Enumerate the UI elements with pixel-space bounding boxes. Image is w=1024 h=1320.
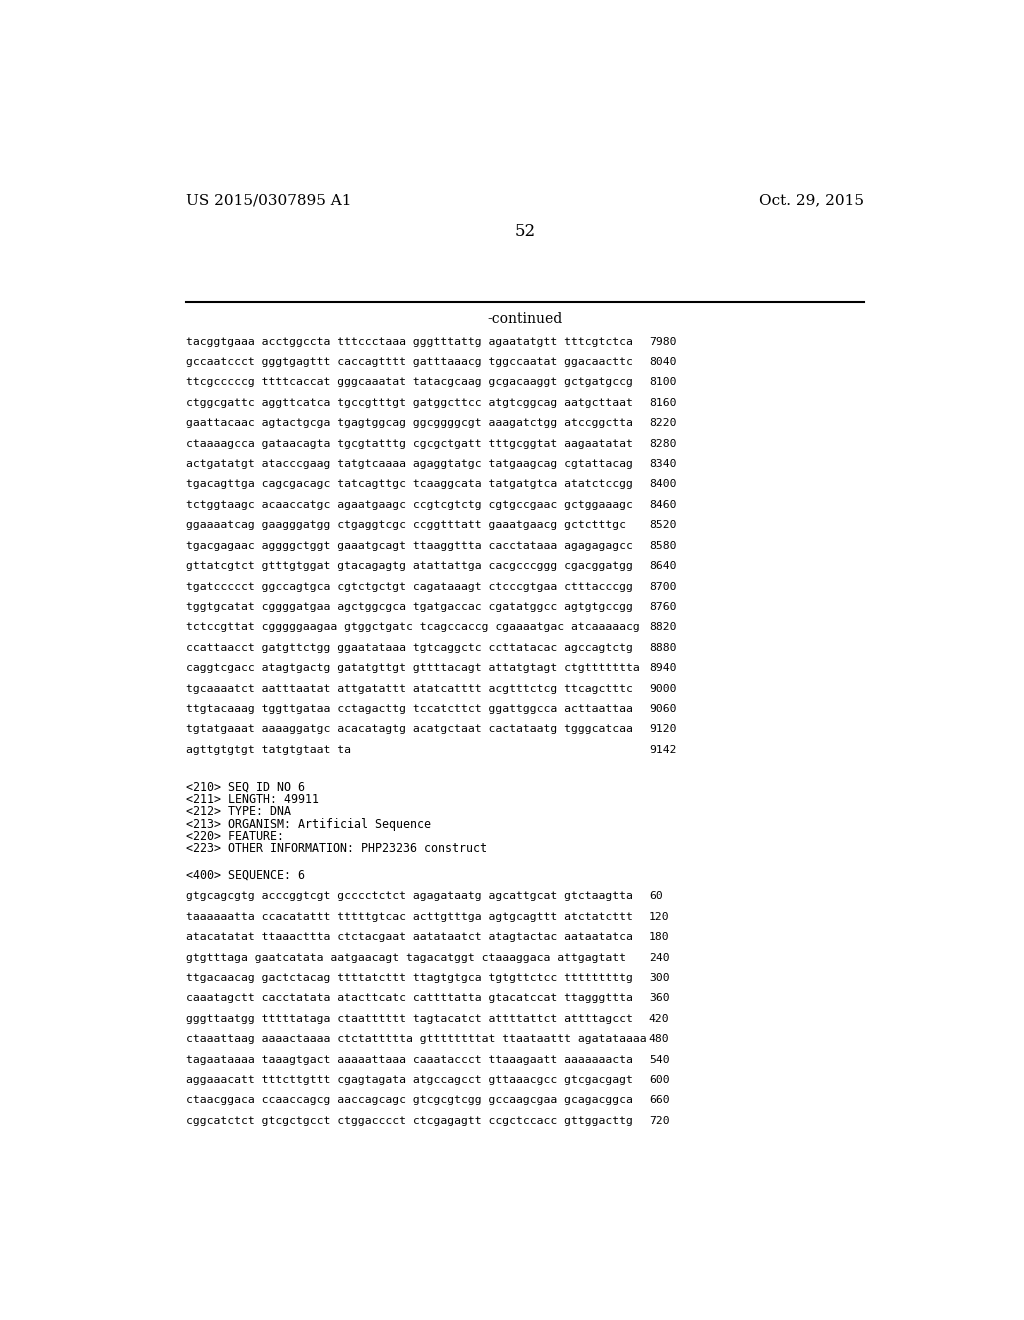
Text: 300: 300 bbox=[649, 973, 670, 983]
Text: 8280: 8280 bbox=[649, 438, 676, 449]
Text: ccattaacct gatgttctgg ggaatataaa tgtcaggctc ccttatacac agccagtctg: ccattaacct gatgttctgg ggaatataaa tgtcagg… bbox=[186, 643, 633, 652]
Text: 8820: 8820 bbox=[649, 622, 676, 632]
Text: 240: 240 bbox=[649, 953, 670, 962]
Text: ttgtacaaag tggttgataa cctagacttg tccatcttct ggattggcca acttaattaa: ttgtacaaag tggttgataa cctagacttg tccatct… bbox=[186, 704, 633, 714]
Text: -continued: -continued bbox=[487, 312, 562, 326]
Text: 8400: 8400 bbox=[649, 479, 676, 490]
Text: 120: 120 bbox=[649, 912, 670, 921]
Text: tgcaaaatct aatttaatat attgatattt atatcatttt acgtttctcg ttcagctttc: tgcaaaatct aatttaatat attgatattt atatcat… bbox=[186, 684, 633, 693]
Text: 8760: 8760 bbox=[649, 602, 676, 612]
Text: 8460: 8460 bbox=[649, 500, 676, 510]
Text: caaatagctt cacctatata atacttcatc cattttatta gtacatccat ttagggttta: caaatagctt cacctatata atacttcatc catttta… bbox=[186, 994, 633, 1003]
Text: tgacgagaac aggggctggt gaaatgcagt ttaaggttta cacctataaa agagagagcc: tgacgagaac aggggctggt gaaatgcagt ttaaggt… bbox=[186, 541, 633, 550]
Text: tctccgttat cgggggaagaa gtggctgatc tcagccaccg cgaaaatgac atcaaaaacg: tctccgttat cgggggaagaa gtggctgatc tcagcc… bbox=[186, 622, 640, 632]
Text: ctaaattaag aaaactaaaa ctctattttta gttttttttat ttaataattt agatataaaa: ctaaattaag aaaactaaaa ctctattttta gttttt… bbox=[186, 1035, 647, 1044]
Text: 8100: 8100 bbox=[649, 378, 676, 388]
Text: 60: 60 bbox=[649, 891, 663, 902]
Text: 9120: 9120 bbox=[649, 725, 676, 734]
Text: cggcatctct gtcgctgcct ctggacccct ctcgagagtt ccgctccacc gttggacttg: cggcatctct gtcgctgcct ctggacccct ctcgaga… bbox=[186, 1115, 633, 1126]
Text: ctggcgattc aggttcatca tgccgtttgt gatggcttcc atgtcggcag aatgcttaat: ctggcgattc aggttcatca tgccgtttgt gatggct… bbox=[186, 397, 633, 408]
Text: 8040: 8040 bbox=[649, 358, 676, 367]
Text: tctggtaagc acaaccatgc agaatgaagc ccgtcgtctg cgtgccgaac gctggaaagc: tctggtaagc acaaccatgc agaatgaagc ccgtcgt… bbox=[186, 500, 633, 510]
Text: 8220: 8220 bbox=[649, 418, 676, 428]
Text: <223> OTHER INFORMATION: PHP23236 construct: <223> OTHER INFORMATION: PHP23236 constr… bbox=[186, 842, 487, 855]
Text: taaaaaatta ccacatattt tttttgtcac acttgtttga agtgcagttt atctatcttt: taaaaaatta ccacatattt tttttgtcac acttgtt… bbox=[186, 912, 633, 921]
Text: 9142: 9142 bbox=[649, 744, 676, 755]
Text: actgatatgt atacccgaag tatgtcaaaa agaggtatgc tatgaagcag cgtattacag: actgatatgt atacccgaag tatgtcaaaa agaggta… bbox=[186, 459, 633, 469]
Text: tgacagttga cagcgacagc tatcagttgc tcaaggcata tatgatgtca atatctccgg: tgacagttga cagcgacagc tatcagttgc tcaaggc… bbox=[186, 479, 633, 490]
Text: <212> TYPE: DNA: <212> TYPE: DNA bbox=[186, 805, 291, 818]
Text: tagaataaaa taaagtgact aaaaattaaa caaataccct ttaaagaatt aaaaaaacta: tagaataaaa taaagtgact aaaaattaaa caaatac… bbox=[186, 1055, 633, 1065]
Text: 52: 52 bbox=[514, 223, 536, 240]
Text: ctaacggaca ccaaccagcg aaccagcagc gtcgcgtcgg gccaagcgaa gcagacggca: ctaacggaca ccaaccagcg aaccagcagc gtcgcgt… bbox=[186, 1096, 633, 1105]
Text: ggaaaatcag gaagggatgg ctgaggtcgc ccggtttatt gaaatgaacg gctctttgc: ggaaaatcag gaagggatgg ctgaggtcgc ccggttt… bbox=[186, 520, 626, 531]
Text: 9000: 9000 bbox=[649, 684, 676, 693]
Text: gggttaatgg tttttataga ctaatttttt tagtacatct attttattct attttagcct: gggttaatgg tttttataga ctaatttttt tagtaca… bbox=[186, 1014, 633, 1024]
Text: gaattacaac agtactgcga tgagtggcag ggcggggcgt aaagatctgg atccggctta: gaattacaac agtactgcga tgagtggcag ggcgggg… bbox=[186, 418, 633, 428]
Text: agttgtgtgt tatgtgtaat ta: agttgtgtgt tatgtgtaat ta bbox=[186, 744, 351, 755]
Text: US 2015/0307895 A1: US 2015/0307895 A1 bbox=[186, 194, 351, 207]
Text: 8160: 8160 bbox=[649, 397, 676, 408]
Text: tacggtgaaa acctggccta tttccctaaa gggtttattg agaatatgtt tttcgtctca: tacggtgaaa acctggccta tttccctaaa gggttta… bbox=[186, 337, 633, 347]
Text: caggtcgacc atagtgactg gatatgttgt gttttacagt attatgtagt ctgttttttta: caggtcgacc atagtgactg gatatgttgt gttttac… bbox=[186, 663, 640, 673]
Text: aggaaacatt tttcttgttt cgagtagata atgccagcct gttaaacgcc gtcgacgagt: aggaaacatt tttcttgttt cgagtagata atgccag… bbox=[186, 1074, 633, 1085]
Text: <400> SEQUENCE: 6: <400> SEQUENCE: 6 bbox=[186, 869, 305, 882]
Text: <210> SEQ ID NO 6: <210> SEQ ID NO 6 bbox=[186, 780, 305, 793]
Text: <220> FEATURE:: <220> FEATURE: bbox=[186, 830, 284, 843]
Text: 8340: 8340 bbox=[649, 459, 676, 469]
Text: 8580: 8580 bbox=[649, 541, 676, 550]
Text: tgatccccct ggccagtgca cgtctgctgt cagataaagt ctcccgtgaa ctttacccgg: tgatccccct ggccagtgca cgtctgctgt cagataa… bbox=[186, 582, 633, 591]
Text: 8520: 8520 bbox=[649, 520, 676, 531]
Text: 8640: 8640 bbox=[649, 561, 676, 572]
Text: 660: 660 bbox=[649, 1096, 670, 1105]
Text: 600: 600 bbox=[649, 1074, 670, 1085]
Text: ttcgcccccg ttttcaccat gggcaaatat tatacgcaag gcgacaaggt gctgatgccg: ttcgcccccg ttttcaccat gggcaaatat tatacgc… bbox=[186, 378, 633, 388]
Text: tgtatgaaat aaaaggatgc acacatagtg acatgctaat cactataatg tgggcatcaa: tgtatgaaat aaaaggatgc acacatagtg acatgct… bbox=[186, 725, 633, 734]
Text: <211> LENGTH: 49911: <211> LENGTH: 49911 bbox=[186, 793, 319, 807]
Text: 8940: 8940 bbox=[649, 663, 676, 673]
Text: 420: 420 bbox=[649, 1014, 670, 1024]
Text: gtgtttaga gaatcatata aatgaacagt tagacatggt ctaaaggaca attgagtatt: gtgtttaga gaatcatata aatgaacagt tagacatg… bbox=[186, 953, 626, 962]
Text: 360: 360 bbox=[649, 994, 670, 1003]
Text: 8700: 8700 bbox=[649, 582, 676, 591]
Text: 7980: 7980 bbox=[649, 337, 676, 347]
Text: Oct. 29, 2015: Oct. 29, 2015 bbox=[759, 194, 864, 207]
Text: ttgacaacag gactctacag ttttatcttt ttagtgtgca tgtgttctcc tttttttttg: ttgacaacag gactctacag ttttatcttt ttagtgt… bbox=[186, 973, 633, 983]
Text: 180: 180 bbox=[649, 932, 670, 942]
Text: gtgcagcgtg acccggtcgt gcccctctct agagataatg agcattgcat gtctaagtta: gtgcagcgtg acccggtcgt gcccctctct agagata… bbox=[186, 891, 633, 902]
Text: ctaaaagcca gataacagta tgcgtatttg cgcgctgatt tttgcggtat aagaatatat: ctaaaagcca gataacagta tgcgtatttg cgcgctg… bbox=[186, 438, 633, 449]
Text: 720: 720 bbox=[649, 1115, 670, 1126]
Text: gccaatccct gggtgagttt caccagtttt gatttaaacg tggccaatat ggacaacttc: gccaatccct gggtgagttt caccagtttt gatttaa… bbox=[186, 358, 633, 367]
Text: tggtgcatat cggggatgaa agctggcgca tgatgaccac cgatatggcc agtgtgccgg: tggtgcatat cggggatgaa agctggcgca tgatgac… bbox=[186, 602, 633, 612]
Text: 9060: 9060 bbox=[649, 704, 676, 714]
Text: 8880: 8880 bbox=[649, 643, 676, 652]
Text: 480: 480 bbox=[649, 1035, 670, 1044]
Text: 540: 540 bbox=[649, 1055, 670, 1065]
Text: atacatatat ttaaacttta ctctacgaat aatataatct atagtactac aataatatca: atacatatat ttaaacttta ctctacgaat aatataa… bbox=[186, 932, 633, 942]
Text: <213> ORGANISM: Artificial Sequence: <213> ORGANISM: Artificial Sequence bbox=[186, 817, 431, 830]
Text: gttatcgtct gtttgtggat gtacagagtg atattattga cacgcccggg cgacggatgg: gttatcgtct gtttgtggat gtacagagtg atattat… bbox=[186, 561, 633, 572]
